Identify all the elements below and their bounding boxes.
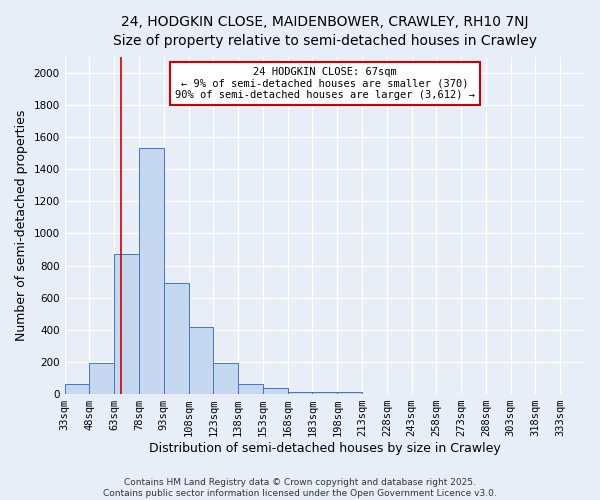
Text: Contains HM Land Registry data © Crown copyright and database right 2025.
Contai: Contains HM Land Registry data © Crown c… bbox=[103, 478, 497, 498]
Y-axis label: Number of semi-detached properties: Number of semi-detached properties bbox=[15, 110, 28, 341]
Bar bbox=[65, 384, 89, 394]
Bar bbox=[337, 392, 362, 394]
Title: 24, HODGKIN CLOSE, MAIDENBOWER, CRAWLEY, RH10 7NJ
Size of property relative to s: 24, HODGKIN CLOSE, MAIDENBOWER, CRAWLEY,… bbox=[113, 15, 537, 48]
Text: 24 HODGKIN CLOSE: 67sqm
← 9% of semi-detached houses are smaller (370)
90% of se: 24 HODGKIN CLOSE: 67sqm ← 9% of semi-det… bbox=[175, 66, 475, 100]
Bar bbox=[139, 148, 164, 394]
Bar bbox=[313, 392, 337, 394]
Bar bbox=[164, 283, 188, 394]
Bar bbox=[214, 362, 238, 394]
Bar bbox=[238, 384, 263, 394]
Bar bbox=[114, 254, 139, 394]
Bar bbox=[89, 362, 114, 394]
X-axis label: Distribution of semi-detached houses by size in Crawley: Distribution of semi-detached houses by … bbox=[149, 442, 501, 455]
Bar bbox=[287, 392, 313, 394]
Bar bbox=[188, 328, 214, 394]
Bar bbox=[263, 388, 287, 394]
